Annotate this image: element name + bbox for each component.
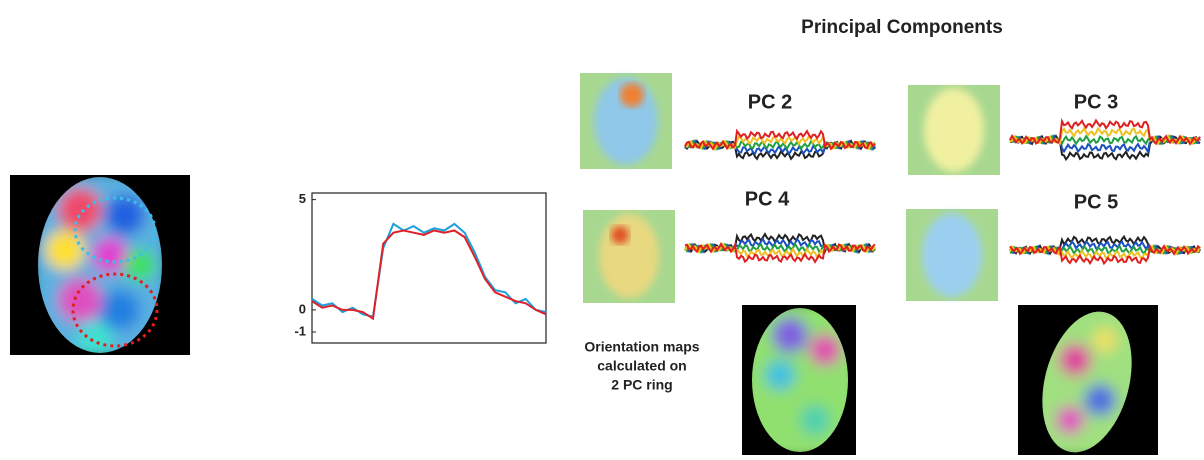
pc-trace [684, 241, 876, 264]
pc-traces [684, 117, 1201, 266]
pc-trace [684, 128, 876, 151]
caption: Orientation maps [584, 339, 699, 355]
pc-label: PC 5 [1074, 191, 1118, 213]
pc-map [580, 73, 1000, 303]
caption: 2 PC ring [611, 377, 672, 393]
y-tick-label: -1 [294, 323, 306, 338]
pc-label: PC 4 [745, 188, 790, 210]
plot-frame [311, 192, 547, 344]
pc-label: PC 3 [1074, 91, 1118, 113]
orientation-map [742, 301, 1158, 460]
pc-label: PC 2 [748, 91, 792, 113]
line-series [311, 222, 547, 318]
pc-trace [684, 242, 876, 259]
y-tick-label: 5 [299, 191, 306, 206]
pc-trace [1009, 243, 1201, 266]
pc-trace [1009, 117, 1201, 146]
orientation-map [10, 175, 190, 355]
line-series [311, 229, 547, 321]
y-tick-label: 0 [299, 301, 306, 316]
figure-title: Principal Components [801, 17, 1003, 38]
caption: calculated on [597, 358, 686, 374]
